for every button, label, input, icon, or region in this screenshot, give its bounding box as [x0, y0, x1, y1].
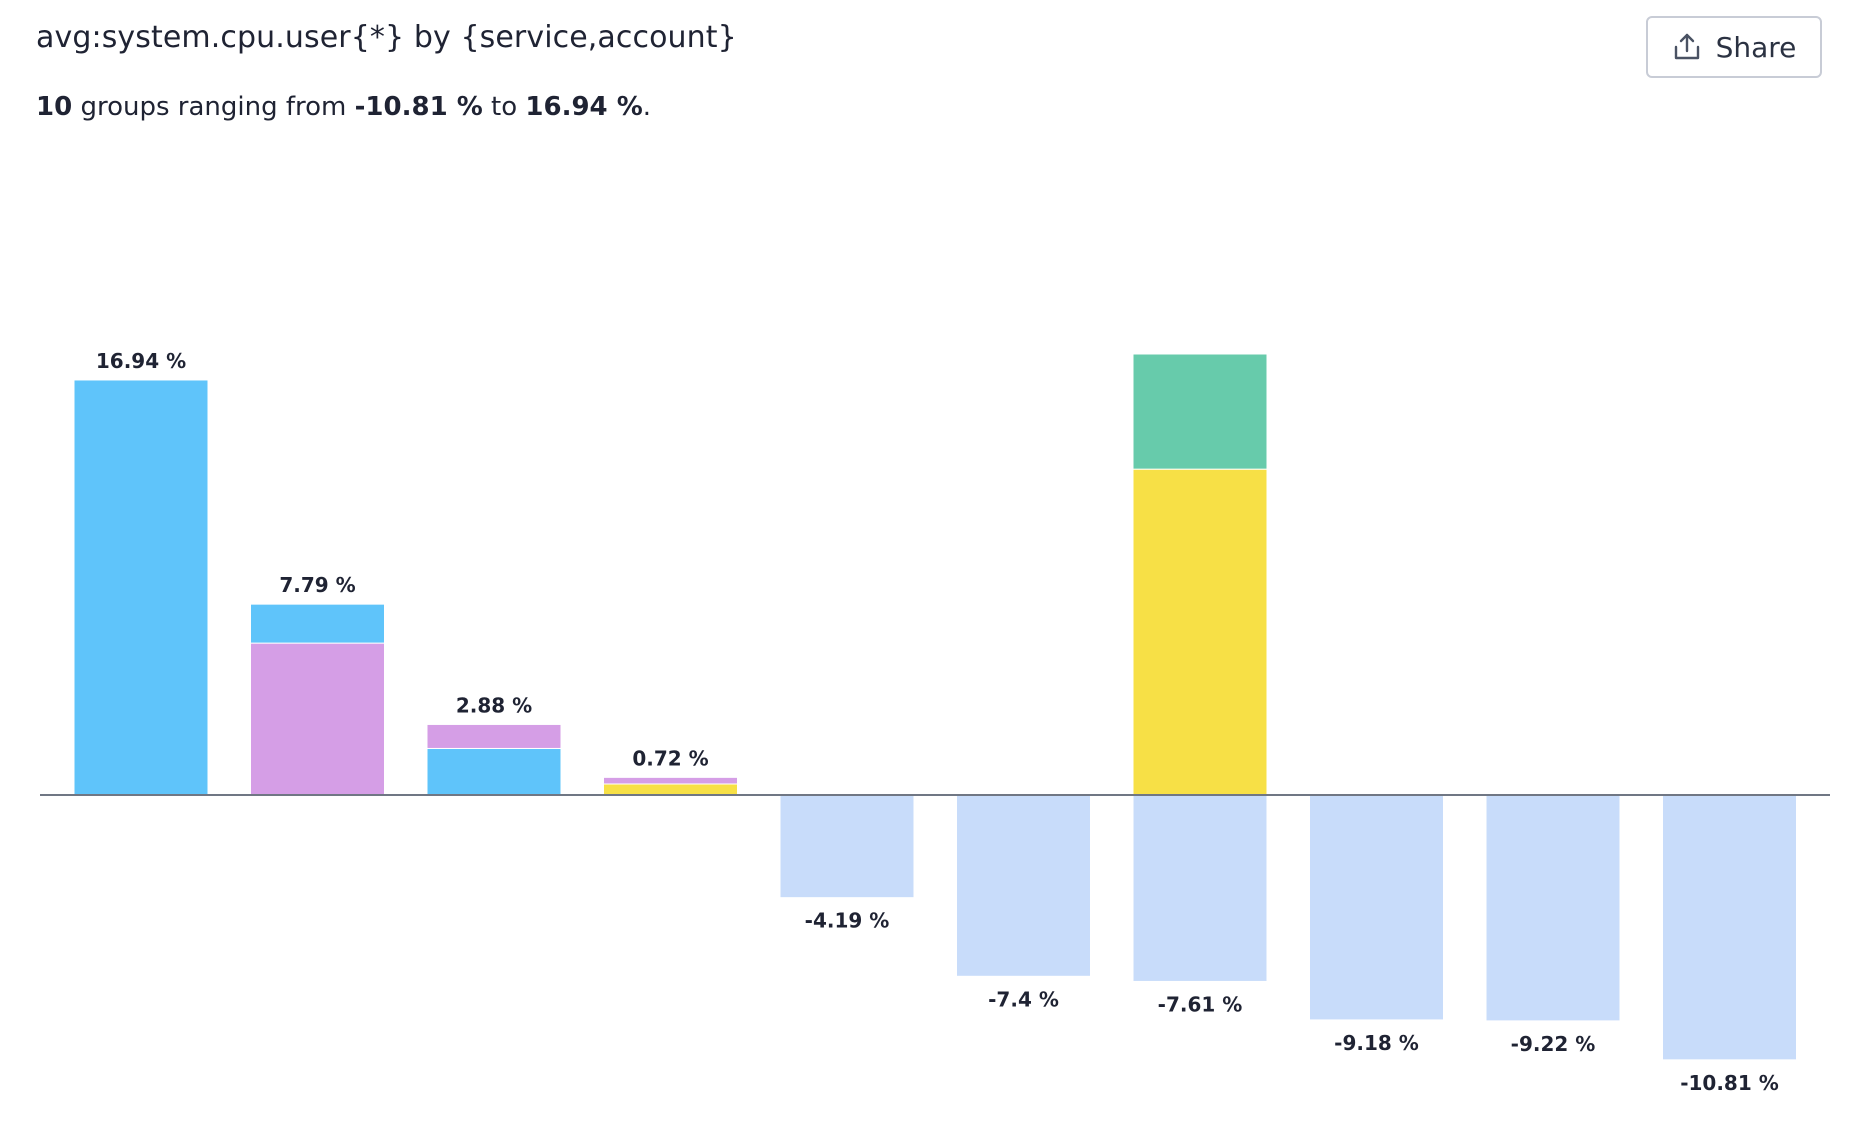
bar-segment[interactable] [1132, 353, 1268, 470]
bar-segment[interactable] [1132, 468, 1268, 796]
bar-value-label: 0.72 % [632, 746, 708, 770]
bar-segment[interactable] [426, 747, 562, 796]
bar-segment[interactable] [426, 723, 562, 749]
bar-value-label: -9.18 % [1334, 1031, 1419, 1055]
summary-text-3: . [642, 92, 652, 122]
bar-value-label: -10.81 % [1680, 1071, 1779, 1095]
bar-segment[interactable] [779, 794, 915, 899]
bar-group[interactable] [1662, 794, 1797, 1061]
bar-value-label: 16.94 % [96, 349, 186, 373]
share-button-label: Share [1715, 30, 1797, 64]
chart-header: avg:system.cpu.user{*} by {service,accou… [36, 20, 1834, 55]
bar-segment[interactable] [1132, 794, 1268, 982]
bar-value-label: 2.88 % [456, 693, 532, 717]
bar-group[interactable] [1309, 794, 1444, 1021]
bar-value-label: -7.4 % [988, 987, 1059, 1011]
bar-segment[interactable] [250, 603, 385, 644]
labels-layer: 16.94 % 7.79 % 2.88 % 0.72 % -4.19 % -7.4 % -7… [96, 349, 1779, 1095]
bar-group[interactable] [1485, 794, 1621, 1022]
share-button[interactable]: Share [1646, 16, 1822, 78]
summary-min-value: -10.81 % [354, 92, 483, 122]
bar-segment[interactable] [250, 642, 385, 796]
bar-value-label: -7.61 % [1158, 992, 1243, 1016]
bar-value-label: -4.19 % [805, 909, 890, 933]
bar-group[interactable] [956, 794, 1091, 977]
bar-segment[interactable] [1485, 794, 1621, 1022]
bar-group[interactable] [1132, 353, 1268, 982]
bars-layer [73, 353, 1797, 1061]
summary-group-count: 10 [36, 92, 73, 122]
bar-segment[interactable] [603, 776, 738, 785]
bar-group[interactable] [250, 603, 385, 796]
bar-segment[interactable] [73, 379, 209, 796]
bar-value-label: 7.79 % [279, 573, 355, 597]
bar-group[interactable] [426, 723, 562, 796]
bar-group[interactable] [73, 379, 209, 796]
bar-group[interactable] [779, 794, 915, 899]
bar-segment[interactable] [603, 783, 738, 796]
bar-segment[interactable] [956, 794, 1091, 977]
metric-query-title: avg:system.cpu.user{*} by {service,accou… [36, 20, 737, 55]
summary-line: 10 groups ranging from -10.81 % to 16.94… [36, 92, 651, 122]
bar-value-label: -9.22 % [1511, 1032, 1596, 1056]
bar-segment[interactable] [1309, 794, 1444, 1021]
summary-text-1: groups ranging from [72, 92, 355, 122]
summary-max-value: 16.94 % [525, 92, 643, 122]
bar-segment[interactable] [1662, 794, 1797, 1061]
share-upload-icon [1672, 32, 1702, 62]
bar-group[interactable] [603, 776, 738, 796]
summary-text-2: to [482, 92, 526, 122]
